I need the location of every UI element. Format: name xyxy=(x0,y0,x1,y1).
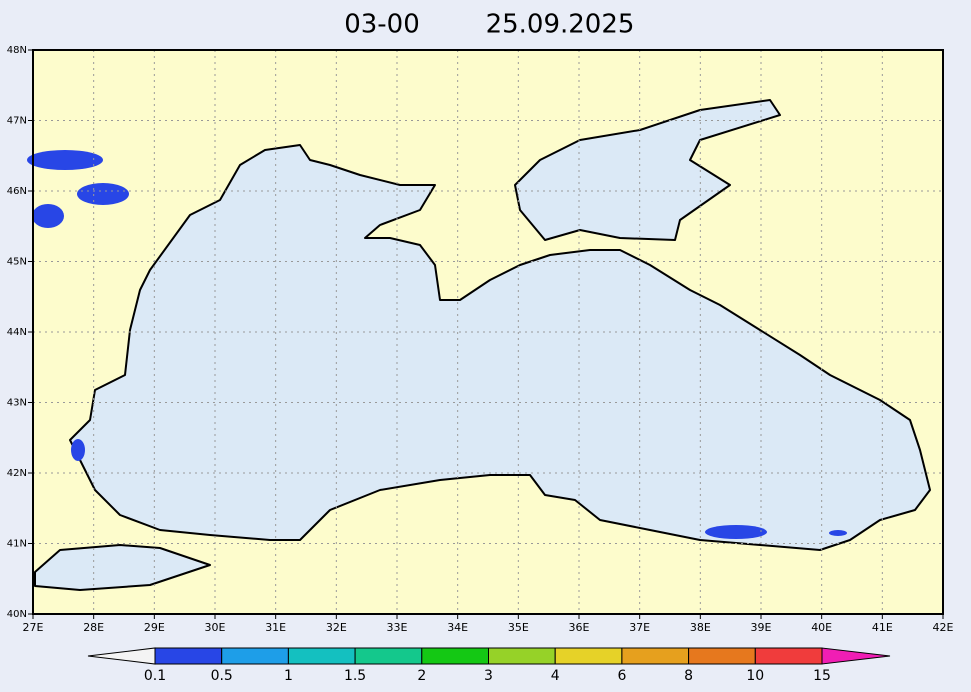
title-date: 25.09.2025 xyxy=(486,10,635,40)
lon-label: 29E xyxy=(144,621,165,634)
lon-label: 30E xyxy=(205,621,226,634)
grid xyxy=(28,49,944,619)
map-frame xyxy=(32,49,944,615)
legend: 0.1 0.5 1 1.5 2 3 4 6 8 10 15 xyxy=(87,647,891,684)
legend-label: 6 xyxy=(617,668,626,684)
lat-label: 43N xyxy=(7,398,27,409)
lat-label: 41N xyxy=(7,539,27,550)
precip-areas xyxy=(27,150,847,539)
sea-of-azov xyxy=(514,99,781,241)
legend-swatch xyxy=(488,647,556,665)
precip-area xyxy=(32,204,64,228)
lon-label: 31E xyxy=(265,621,286,634)
legend-swatch xyxy=(421,647,489,665)
lon-label: 27E xyxy=(23,621,44,634)
legend-label: 3 xyxy=(484,668,493,684)
precip-area xyxy=(71,439,85,461)
legend-swatch xyxy=(221,647,289,665)
sea-of-marmara xyxy=(34,544,211,591)
lat-label: 46N xyxy=(7,186,27,197)
legend-label: 8 xyxy=(684,668,693,684)
lat-label: 42N xyxy=(7,468,27,479)
legend-label: 0.1 xyxy=(144,668,166,684)
legend-swatch xyxy=(354,647,423,665)
legend-swatch xyxy=(754,647,823,665)
legend-label: 10 xyxy=(746,668,764,684)
legend-swatch xyxy=(621,647,690,665)
map xyxy=(27,49,944,619)
precip-area xyxy=(829,530,847,536)
lon-label: 37E xyxy=(629,621,650,634)
lon-label: 41E xyxy=(872,621,893,634)
legend-over xyxy=(821,647,891,665)
legend-label: 1.5 xyxy=(344,668,366,684)
legend-swatch xyxy=(287,647,356,665)
legend-swatch xyxy=(154,647,223,665)
lat-label: 40N xyxy=(7,609,27,620)
precip-area xyxy=(705,525,767,539)
legend-label: 0.5 xyxy=(211,668,233,684)
water xyxy=(34,99,931,591)
precip-area xyxy=(77,183,129,205)
lon-label: 42E xyxy=(933,621,954,634)
legend-label: 4 xyxy=(551,668,560,684)
lon-label: 28E xyxy=(83,621,104,634)
title-time: 03-00 xyxy=(344,10,420,40)
lon-label: 32E xyxy=(326,621,347,634)
legend-label: 15 xyxy=(813,668,831,684)
legend-label: 1 xyxy=(284,668,293,684)
lon-label: 38E xyxy=(690,621,711,634)
lon-label: 33E xyxy=(387,621,408,634)
legend-swatch xyxy=(688,647,756,665)
lon-label: 34E xyxy=(447,621,468,634)
lat-label: 44N xyxy=(7,327,27,338)
lon-label: 36E xyxy=(569,621,590,634)
lat-label: 47N xyxy=(7,116,27,127)
legend-label: 2 xyxy=(417,668,426,684)
lat-label: 48N xyxy=(7,45,27,56)
lat-label: 45N xyxy=(7,257,27,268)
legend-swatch xyxy=(554,647,623,665)
black-sea xyxy=(69,144,931,551)
lon-label: 40E xyxy=(811,621,832,634)
lon-label: 39E xyxy=(751,621,772,634)
precip-area xyxy=(27,150,103,170)
lon-label: 35E xyxy=(508,621,529,634)
